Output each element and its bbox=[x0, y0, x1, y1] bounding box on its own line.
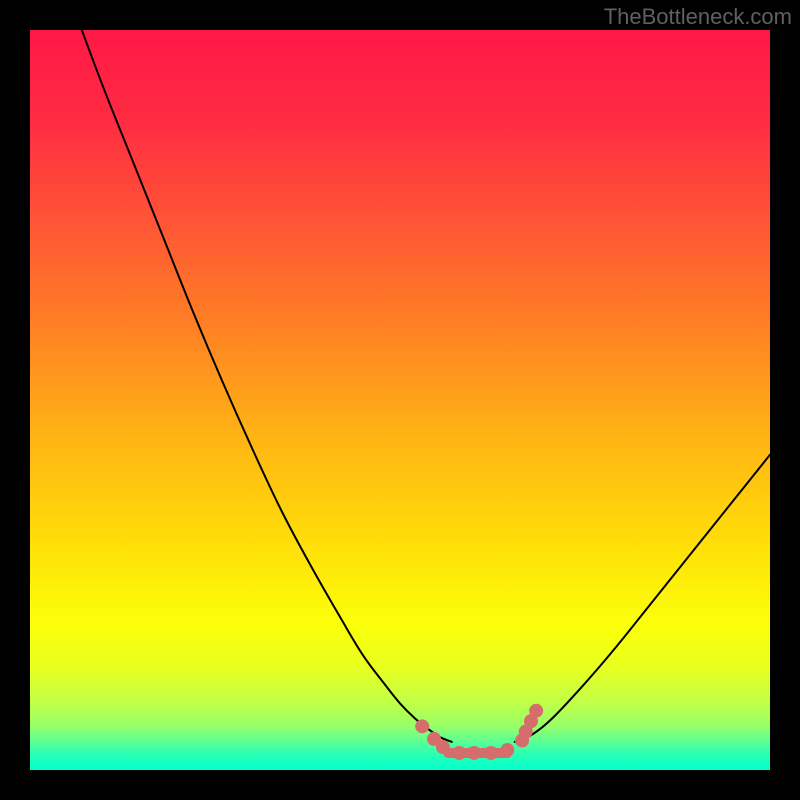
marker-point bbox=[500, 743, 514, 757]
marker-point bbox=[484, 746, 498, 760]
chart-container: { "canvas": { "width": 800, "height": 80… bbox=[0, 0, 800, 800]
marker-point bbox=[415, 719, 429, 733]
curves-layer bbox=[30, 30, 770, 770]
marker-point bbox=[529, 704, 543, 718]
marker-point bbox=[436, 740, 450, 754]
left-curve bbox=[82, 30, 452, 742]
watermark: TheBottleneck.com bbox=[604, 4, 792, 30]
right-curve bbox=[515, 455, 770, 742]
marker-point bbox=[452, 746, 466, 760]
plot-area bbox=[30, 30, 770, 770]
marker-point bbox=[467, 746, 481, 760]
